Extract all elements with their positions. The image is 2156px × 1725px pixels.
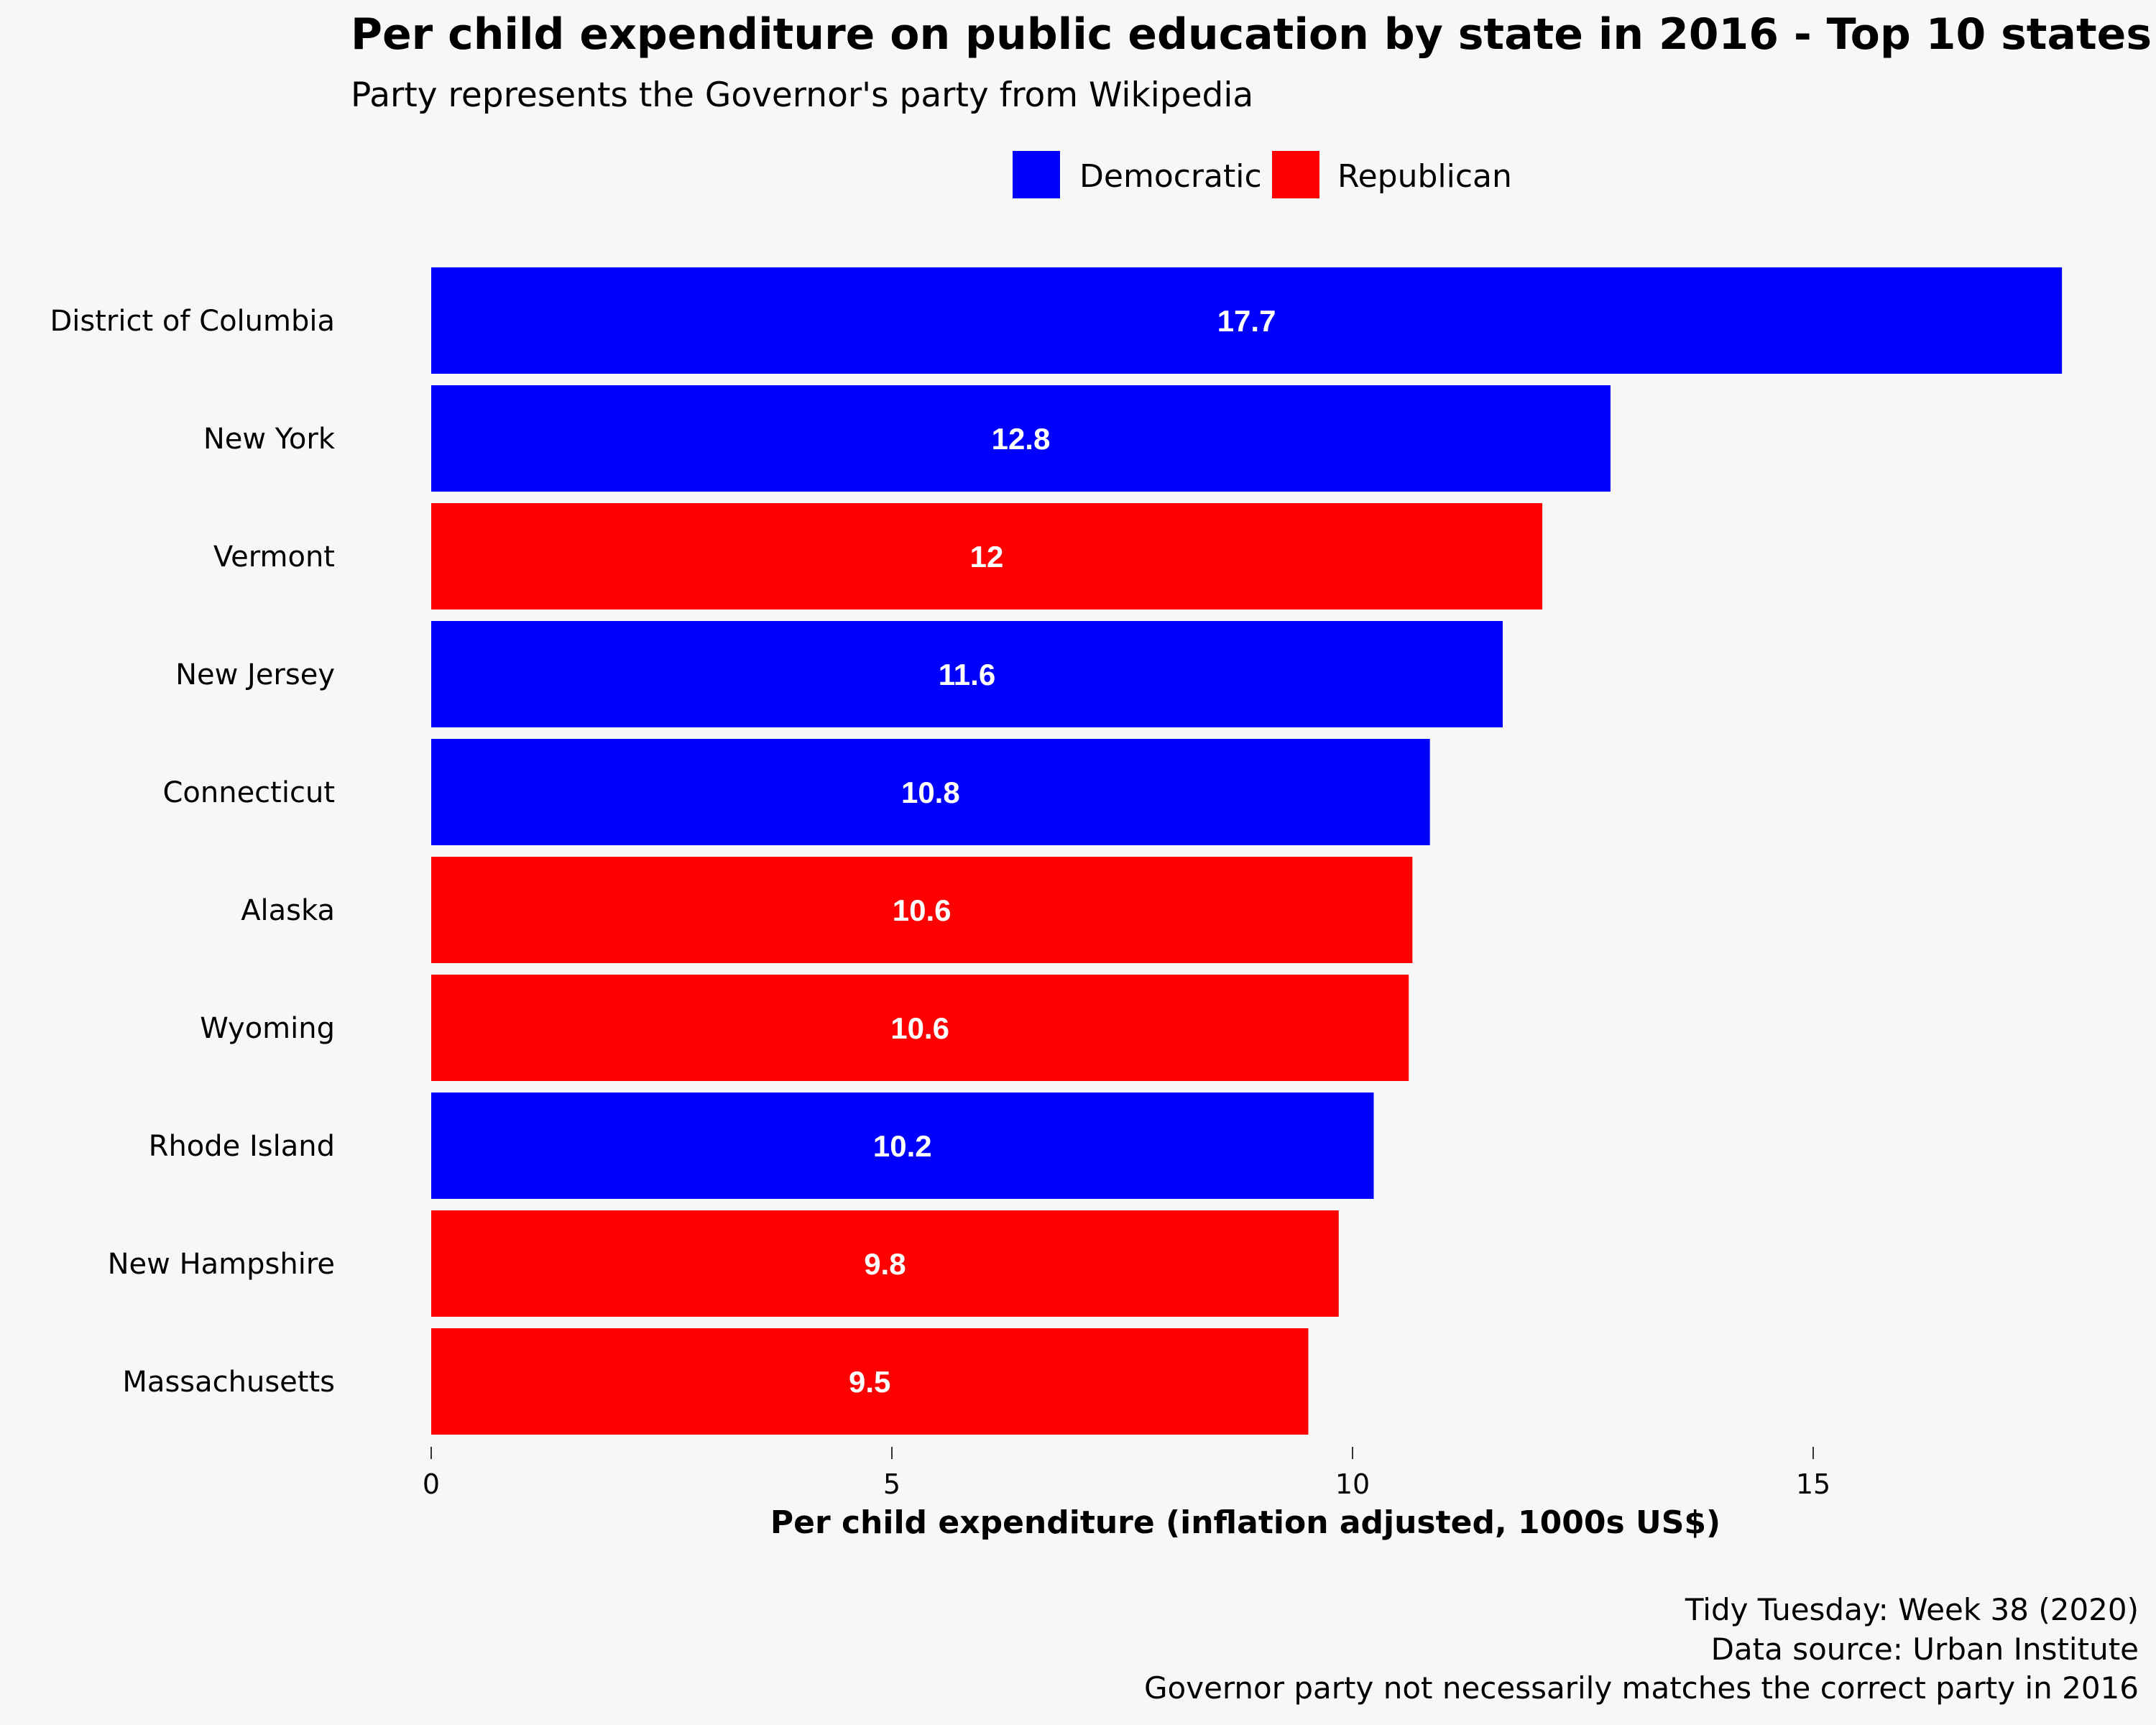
category-label-new-hampshire: New Hampshire xyxy=(108,1248,335,1281)
category-label-connecticut: Connecticut xyxy=(162,776,335,809)
bar-value-label-new-york: 12.8 xyxy=(992,422,1051,456)
bar-connecticut xyxy=(431,739,1430,845)
caption-line-3: Governor party not necessarily matches t… xyxy=(1144,1670,2139,1706)
bar-value-labels: 17.7 12.8 12 11.6 10.8 10.6 10.6 10.2 9.8 9.5 xyxy=(849,304,1276,1399)
bar-value-label-new-hampshire: 9.8 xyxy=(864,1247,906,1281)
category-label-new-york: New York xyxy=(203,423,336,456)
bar-value-label-wyoming: 10.6 xyxy=(890,1011,949,1045)
category-label-alaska: Alaska xyxy=(241,894,335,927)
category-label-new-jersey: New Jersey xyxy=(175,658,335,691)
bar-value-label-connecticut: 10.8 xyxy=(901,776,960,809)
category-label-massachusetts: Massachusetts xyxy=(122,1366,335,1399)
bar-value-label-alaska: 10.6 xyxy=(893,893,952,927)
bar-district-of-columbia xyxy=(431,267,2063,374)
bar-value-label-rhode-island: 10.2 xyxy=(873,1129,932,1163)
x-tick-label-10: 10 xyxy=(1335,1468,1370,1500)
caption: Tidy Tuesday: Week 38 (2020) Data source… xyxy=(1144,1592,2139,1706)
bars-group xyxy=(431,267,2063,1435)
bar-value-label-massachusetts: 9.5 xyxy=(849,1365,890,1399)
bar-rhode-island xyxy=(431,1092,1374,1199)
category-label-wyoming: Wyoming xyxy=(200,1012,335,1045)
x-tick-label-0: 0 xyxy=(423,1468,440,1500)
chart-subtitle: Party represents the Governor's party fr… xyxy=(351,75,1253,115)
x-tick-label-5: 5 xyxy=(883,1468,900,1500)
bar-value-label-district-of-columbia: 17.7 xyxy=(1217,304,1276,338)
caption-line-2: Data source: Urban Institute xyxy=(1711,1632,2139,1667)
chart-title: Per child expenditure on public educatio… xyxy=(351,9,2152,60)
legend-swatch-republican xyxy=(1272,151,1319,198)
bar-value-label-new-jersey: 11.6 xyxy=(939,658,995,691)
legend-label-republican: Republican xyxy=(1337,158,1512,195)
bar-value-label-vermont: 12 xyxy=(970,540,1004,574)
category-label-rhode-island: Rhode Island xyxy=(149,1130,335,1163)
bar-vermont xyxy=(431,503,1543,610)
x-axis: 0 5 10 15 xyxy=(423,1447,1830,1500)
bar-new-jersey xyxy=(431,621,1503,727)
caption-line-1: Tidy Tuesday: Week 38 (2020) xyxy=(1685,1592,2139,1627)
bar-new-york xyxy=(431,385,1611,492)
x-tick-label-15: 15 xyxy=(1796,1468,1830,1500)
bar-new-hampshire xyxy=(431,1210,1339,1317)
category-label-district-of-columbia: District of Columbia xyxy=(50,305,335,338)
category-labels: District of Columbia New York Vermont New J… xyxy=(50,305,335,1399)
bar-wyoming xyxy=(431,975,1409,1081)
legend: Democratic Republican xyxy=(1013,151,1512,198)
legend-label-democratic: Democratic xyxy=(1079,158,1262,195)
x-axis-title: Per child expenditure (inflation adjuste… xyxy=(770,1504,1720,1541)
category-label-vermont: Vermont xyxy=(213,540,335,574)
bar-massachusetts xyxy=(431,1328,1309,1435)
bar-alaska xyxy=(431,857,1413,963)
legend-swatch-democratic xyxy=(1013,151,1060,198)
